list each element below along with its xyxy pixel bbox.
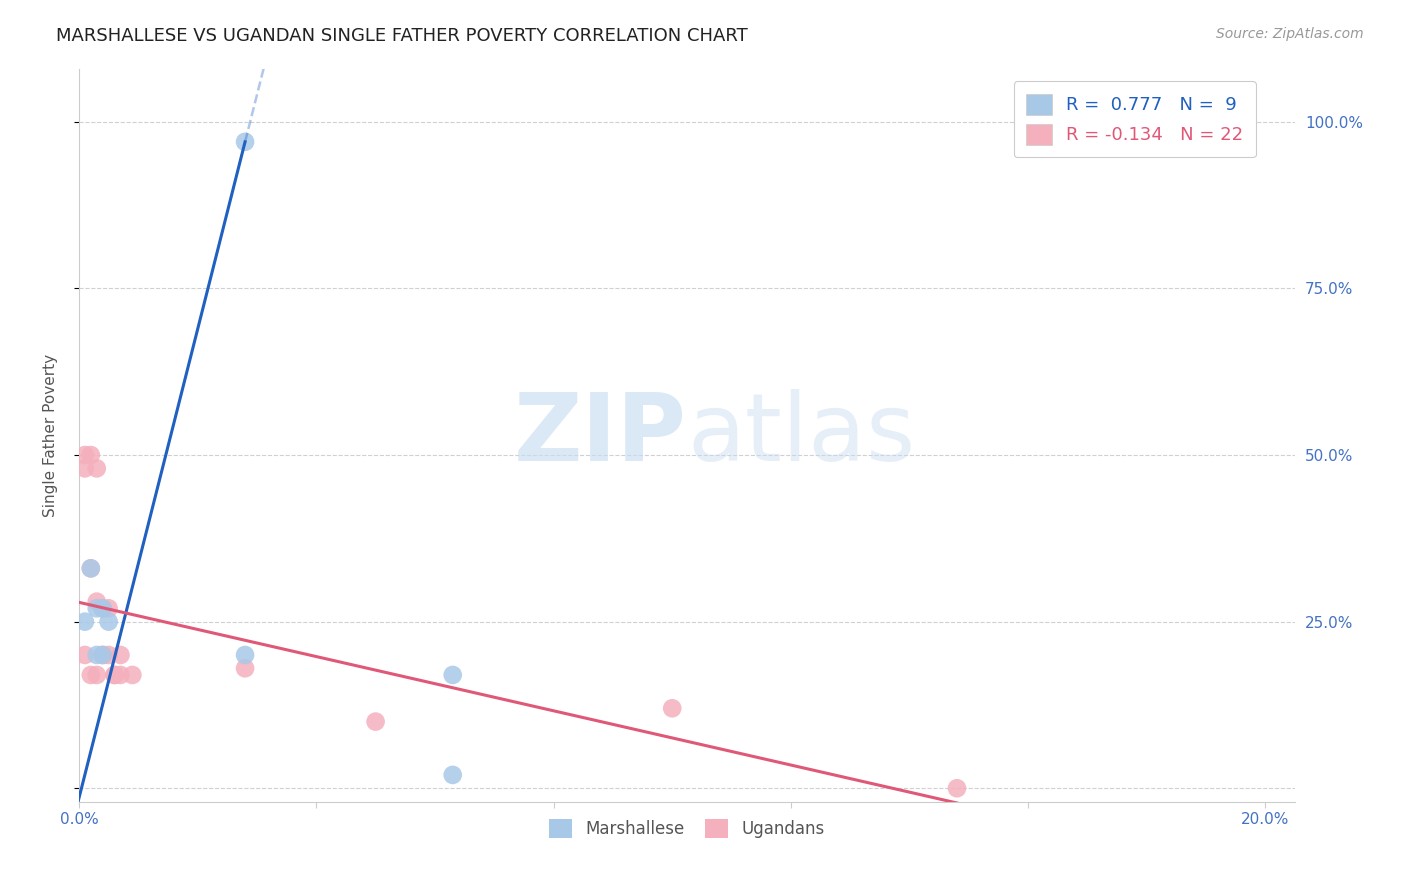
Point	[91, 601, 114, 615]
Point	[86, 461, 108, 475]
Point	[91, 648, 114, 662]
Point	[103, 668, 125, 682]
Point	[80, 561, 103, 575]
Point	[91, 648, 114, 662]
Text: atlas: atlas	[688, 389, 915, 481]
Point	[233, 648, 256, 662]
Point	[73, 461, 96, 475]
Point	[110, 648, 132, 662]
Text: MARSHALLESE VS UGANDAN SINGLE FATHER POVERTY CORRELATION CHART: MARSHALLESE VS UGANDAN SINGLE FATHER POV…	[56, 27, 748, 45]
Point	[441, 668, 464, 682]
Point	[73, 448, 96, 462]
Point	[97, 615, 120, 629]
Point	[73, 615, 96, 629]
Point	[91, 601, 114, 615]
Point	[97, 601, 120, 615]
Point	[80, 448, 103, 462]
Point	[661, 701, 683, 715]
Point	[946, 781, 969, 796]
Text: ZIP: ZIP	[515, 389, 688, 481]
Point	[86, 594, 108, 608]
Legend: Marshallese, Ugandans: Marshallese, Ugandans	[543, 812, 831, 845]
Point	[103, 668, 125, 682]
Point	[80, 668, 103, 682]
Point	[97, 648, 120, 662]
Point	[73, 648, 96, 662]
Point	[121, 668, 143, 682]
Point	[86, 601, 108, 615]
Point	[80, 561, 103, 575]
Point	[233, 661, 256, 675]
Y-axis label: Single Father Poverty: Single Father Poverty	[44, 353, 58, 516]
Point	[233, 135, 256, 149]
Point	[110, 668, 132, 682]
Point	[441, 768, 464, 782]
Point	[364, 714, 387, 729]
Text: Source: ZipAtlas.com: Source: ZipAtlas.com	[1216, 27, 1364, 41]
Point	[86, 668, 108, 682]
Point	[86, 648, 108, 662]
